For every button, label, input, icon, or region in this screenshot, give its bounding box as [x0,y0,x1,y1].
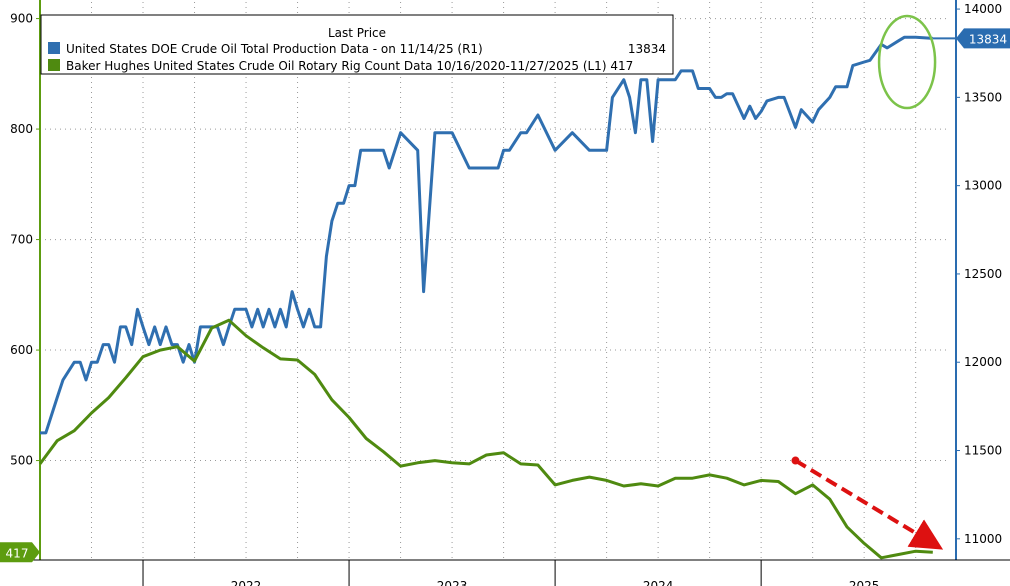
legend-header: Last Price [328,26,386,40]
right-tick-label: 12500 [964,267,1002,281]
x-tick-label: 2023 [437,579,468,586]
legend-value-production: 13834 [628,42,666,56]
x-tick-label: 2022 [231,579,262,586]
left-tick-label: 700 [10,233,33,247]
left-badge-label: 417 [6,546,29,560]
right-tick-label: 11500 [964,444,1002,458]
left-value-badge: 417 [0,542,40,563]
legend: Last Price United States DOE Crude Oil T… [40,14,674,75]
right-tick-label: 13000 [964,179,1002,193]
series-line-production [40,35,933,435]
trend-arrow [794,458,944,550]
x-tick-label: 2024 [643,579,674,586]
legend-box [40,14,674,75]
x-tick-label: 2025 [849,579,880,586]
right-value-badge: 13834 [956,28,1010,49]
left-tick-label: 600 [10,343,33,357]
left-tick-label: 800 [10,122,33,136]
right-tick-label: 11000 [964,532,1002,546]
right-tick-label: 14000 [964,2,1002,16]
gridlines [40,2,950,560]
right-tick-label: 12000 [964,355,1002,369]
highlight-circle [877,14,937,110]
right-badge-label: 13834 [969,32,1007,46]
right-tick-label: 13500 [964,90,1002,104]
annotations [791,14,944,550]
legend-swatch-production [48,42,60,54]
legend-swatch-rigs [48,59,60,71]
legend-label-rigs: Baker Hughes United States Crude Oil Rot… [66,59,633,73]
left-tick-label: 900 [10,12,33,26]
left-tick-label: 500 [10,454,33,468]
series-lines [38,35,956,560]
series-line-rigs [38,318,933,560]
legend-label-production: United States DOE Crude Oil Total Produc… [66,42,483,56]
